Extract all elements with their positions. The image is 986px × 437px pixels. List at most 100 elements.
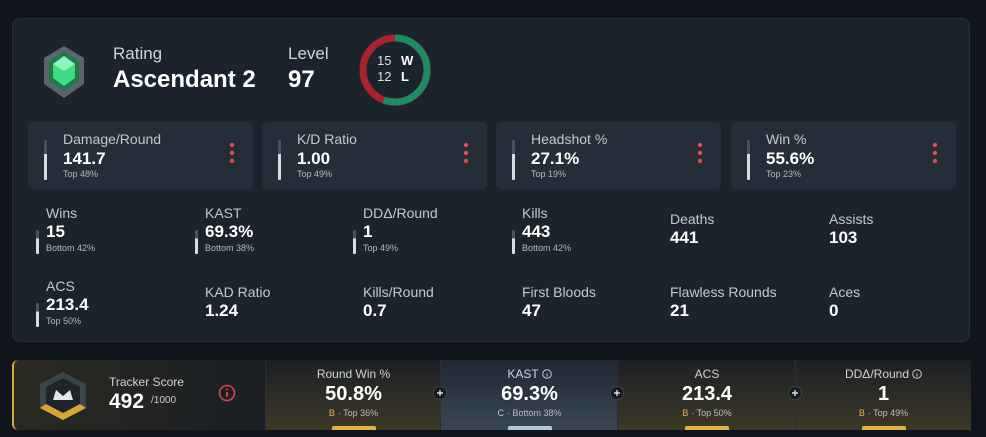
highlight-sub: Top 19% (531, 169, 567, 179)
segment-label: ACS (694, 367, 720, 381)
highlight-label: Headshot % (531, 131, 608, 147)
grade-pill (685, 426, 729, 430)
tracker-segment: KAST 69.3% C · Bottom 38% (440, 360, 618, 430)
stat-bar (195, 230, 198, 254)
stat-label: Assists (829, 211, 874, 227)
level: 97 (288, 66, 315, 93)
stat-label: ACS (46, 278, 75, 294)
menu-dot (697, 150, 703, 156)
grade-pill (507, 426, 552, 430)
segment-label: Round Win % (316, 367, 391, 381)
tracker-segment: Round Win % 50.8% B · Top 36% (265, 360, 441, 430)
wins: 15 (377, 53, 392, 68)
stat-label: DDΔ/Round (363, 205, 438, 221)
segment-value: 1 (877, 383, 890, 405)
menu-button[interactable] (228, 141, 236, 165)
menu-dot (229, 150, 235, 156)
highlight-value: 27.1% (531, 149, 580, 168)
menu-button[interactable] (931, 141, 939, 165)
highlight-card (28, 122, 253, 189)
tracker-max: /1000 (151, 395, 177, 406)
highlight-label: Damage/Round (63, 131, 162, 147)
menu-dot (932, 142, 938, 148)
segment-header: ACS (618, 367, 796, 381)
stat-value: 15 (46, 222, 65, 241)
grade-pill (331, 426, 376, 430)
stat-label: Flawless Rounds (670, 284, 777, 300)
info-ring (541, 369, 552, 379)
losses: 12 (377, 69, 392, 84)
rating: Ascendant 2 (113, 66, 256, 93)
segment-detail: · Bottom 38% (506, 408, 562, 418)
rank-emblem (44, 46, 84, 98)
stat-value: 21 (670, 301, 689, 320)
menu-dot (229, 158, 235, 164)
stat-bar (512, 230, 515, 254)
tracker-label: Tracker Score (109, 375, 184, 389)
grade-pill (861, 426, 906, 430)
win-arc (359, 34, 431, 106)
stat-sub: Bottom 38% (205, 243, 255, 253)
menu-dot (932, 150, 938, 156)
grade: B (858, 408, 865, 418)
segment-label: DDΔ/Round (844, 367, 910, 381)
segment-sub: B · Top 36% (266, 408, 441, 418)
menu-dot (932, 158, 938, 164)
plus-sign (792, 390, 798, 396)
stat-bar (278, 140, 281, 180)
stat-value: 69.3% (205, 222, 254, 241)
menu-dot (229, 142, 235, 148)
segment-header: DDΔ/Round (796, 367, 971, 381)
grade: B (682, 408, 689, 418)
menu-dot (463, 142, 469, 148)
highlight-sub: Top 48% (63, 169, 99, 179)
highlight-value: 1.00 (297, 149, 331, 168)
stat-label: Wins (46, 205, 78, 221)
stat-label: First Bloods (522, 284, 596, 300)
highlight-sub: Top 23% (766, 169, 802, 179)
stat-value: 1 (363, 222, 373, 241)
plus-icon (610, 386, 624, 400)
segment-sub: B · Top 49% (796, 408, 971, 418)
stat-label: Kills/Round (363, 284, 434, 300)
highlight-card (262, 122, 487, 189)
stat-bar (747, 140, 750, 180)
highlight-label: Win % (766, 131, 807, 147)
plus-sign (614, 390, 620, 396)
highlight-card (496, 122, 721, 189)
grade: C (497, 408, 504, 418)
stat-value: 103 (829, 228, 858, 247)
menu-dot (697, 142, 703, 148)
stat-sub: Bottom 42% (522, 243, 572, 253)
menu-dot (463, 158, 469, 164)
highlight-value: 55.6% (766, 149, 815, 168)
stat-value: 0 (829, 301, 839, 320)
stat-value: 441 (670, 228, 699, 247)
plus-sign (437, 390, 443, 396)
stat-bar (353, 230, 356, 254)
info-icon[interactable] (541, 369, 552, 379)
rating-label: Rating (113, 44, 163, 63)
stat-sub: Top 49% (363, 243, 399, 253)
segment-label: KAST (507, 367, 539, 381)
stat-value: 213.4 (46, 295, 89, 314)
wins-label: W (401, 53, 414, 68)
info-icon[interactable] (912, 369, 922, 379)
info-icon[interactable] (218, 384, 236, 402)
stat-label: Kills (522, 205, 548, 221)
menu-dot (463, 150, 469, 156)
menu-button[interactable] (696, 141, 704, 165)
stat-bar (36, 303, 39, 327)
segment-value: 69.3% (501, 383, 558, 405)
menu-button[interactable] (462, 141, 470, 165)
segment-sub: B · Top 50% (618, 408, 796, 418)
stat-label: Aces (829, 284, 861, 300)
segment-value: 50.8% (325, 383, 382, 405)
stat-bar (36, 230, 39, 254)
stat-bar (512, 140, 515, 180)
losses-label: L (401, 69, 409, 84)
grade: B (328, 408, 335, 418)
tracker-segment: DDΔ/Round 1 B · Top 49% (795, 360, 971, 430)
stat-label: Deaths (670, 211, 715, 227)
